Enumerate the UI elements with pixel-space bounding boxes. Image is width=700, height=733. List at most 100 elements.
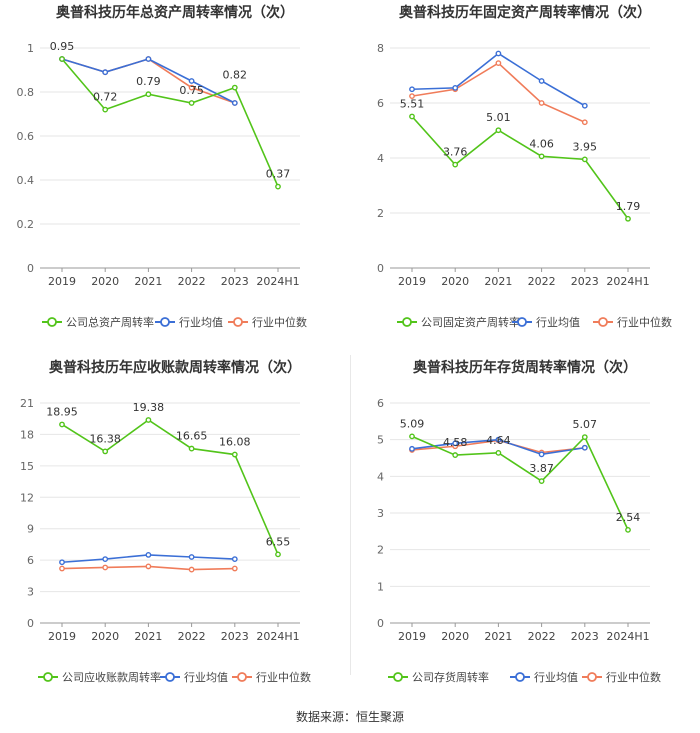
data-label: 0.37: [266, 168, 291, 181]
x-tick-label: 2019: [398, 275, 426, 288]
legend-item-median[interactable]: 行业中位数: [228, 315, 307, 329]
y-tick-label: 1: [377, 580, 384, 593]
data-point-avg: [145, 56, 152, 62]
data-point-company: [231, 451, 238, 458]
x-tick-label: 2024H1: [256, 275, 299, 288]
data-point-avg: [188, 78, 195, 84]
series-line-company: [411, 435, 629, 531]
x-tick-label: 2022: [528, 630, 556, 643]
data-point-median: [145, 563, 152, 570]
y-tick-label: 9: [27, 523, 34, 536]
data-point-avg: [188, 554, 195, 560]
x-tick-label: 2024H1: [606, 275, 649, 288]
y-tick-label: 5: [377, 434, 384, 447]
y-tick-label: 18: [20, 428, 34, 441]
data-label: 3.95: [573, 140, 598, 153]
legend-item-median[interactable]: 行业中位数: [593, 315, 672, 329]
x-tick-label: 2023: [571, 630, 599, 643]
x-tick-label: 2024H1: [606, 630, 649, 643]
data-point-company: [145, 417, 152, 423]
data-label: 2.54: [616, 511, 641, 524]
data-point-company: [495, 127, 502, 134]
data-point-avg: [452, 84, 459, 91]
data-point-avg: [452, 440, 459, 447]
x-tick-label: 2020: [91, 275, 119, 288]
x-tick-label: 2021: [484, 630, 512, 643]
x-tick-label: 2022: [178, 630, 206, 643]
y-tick-label: 6: [27, 554, 34, 567]
legend-item-avg[interactable]: 行业均值: [510, 671, 578, 684]
data-label: 16.38: [89, 432, 121, 445]
y-tick-label: 0.4: [17, 174, 35, 187]
y-tick-label: 12: [20, 491, 34, 504]
data-point-median: [59, 565, 65, 572]
data-point-company: [145, 91, 152, 98]
chart-svg: 奥普科技历年固定资产周转率情况（次） 0 2 4 6 8 2019 2020 2021 2022 2…: [377, 4, 672, 329]
x-tick-label: 2023: [221, 275, 249, 288]
legend-item-company[interactable]: 公司总资产周转率: [42, 315, 154, 329]
data-point-median: [409, 93, 415, 100]
data-label: 16.08: [219, 436, 251, 449]
data-point-company: [409, 433, 415, 440]
data-label: 0.95: [50, 40, 75, 53]
data-point-company: [581, 156, 588, 163]
legend-item-company[interactable]: 公司存货周转率: [388, 670, 489, 684]
x-tick-label: 2021: [134, 275, 162, 288]
chart-title: 奥普科技历年应收账款周转率情况（次）: [49, 359, 301, 376]
data-point-company: [275, 551, 281, 558]
data-point-avg: [102, 69, 109, 76]
data-label: 5.07: [573, 418, 598, 431]
legend-item-company[interactable]: 公司应收账款周转率: [38, 670, 161, 684]
chart-fixed-asset-turnover: 奥普科技历年固定资产周转率情况（次） 0 2 4 6 8 2019 2020 2021 2022 2…: [350, 0, 700, 350]
series-line-company: [61, 58, 279, 187]
legend-item-avg[interactable]: 行业均值: [160, 671, 228, 684]
legend-item-avg[interactable]: 行业均值: [155, 316, 223, 329]
data-point-company: [102, 448, 109, 455]
data-label: 6.55: [266, 535, 291, 548]
y-tick-label: 3: [27, 586, 34, 599]
data-point-avg: [231, 100, 238, 106]
y-tick-label: 0: [27, 262, 34, 275]
data-point-avg: [538, 78, 545, 84]
series-line-company: [411, 115, 629, 220]
chart-title: 奥普科技历年固定资产周转率情况（次）: [399, 4, 651, 21]
data-point-avg: [581, 444, 588, 451]
data-point-median: [495, 60, 502, 67]
legend-item-company[interactable]: 公司固定资产周转率: [397, 315, 520, 329]
data-point-median: [188, 84, 195, 91]
chart-svg: 奥普科技历年存货周转率情况（次） 0 1 2 3 4 5 6 2019 2020 2021 2022 2…: [377, 359, 661, 684]
data-point-company: [625, 526, 631, 533]
data-label: 1.79: [616, 200, 641, 213]
y-tick-label: 15: [20, 460, 34, 473]
legend-label: 行业中位数: [617, 315, 672, 329]
legend-label: 行业中位数: [256, 670, 311, 684]
data-point-company: [452, 161, 459, 168]
legend-item-median[interactable]: 行业中位数: [232, 670, 311, 684]
legend-item-avg[interactable]: 行业均值: [512, 316, 580, 329]
y-tick-label: 4: [377, 152, 384, 165]
data-source: 数据来源：恒生聚源: [295, 710, 404, 724]
data-point-company: [581, 434, 588, 441]
x-tick-label: 2022: [178, 275, 206, 288]
legend-label: 行业均值: [534, 671, 578, 684]
data-label: 18.95: [46, 405, 78, 418]
data-point-company: [188, 445, 195, 452]
x-tick-label: 2023: [221, 630, 249, 643]
series-line-company: [61, 418, 279, 555]
data-label: 3.87: [529, 462, 554, 475]
x-tick-label: 2021: [134, 630, 162, 643]
data-point-company: [452, 452, 459, 458]
x-tick-label: 2019: [48, 630, 76, 643]
chart-title: 奥普科技历年存货周转率情况（次）: [413, 359, 637, 376]
data-label: 4.06: [529, 137, 554, 150]
y-tick-label: 6: [377, 97, 384, 110]
legend-item-median[interactable]: 行业中位数: [582, 670, 661, 684]
data-label: 5.09: [400, 417, 425, 430]
chart-inventory-turnover: 奥普科技历年存货周转率情况（次） 0 1 2 3 4 5 6 2019 2020 2021 2022 2…: [350, 355, 700, 705]
x-tick-label: 2023: [571, 275, 599, 288]
legend-label: 行业均值: [179, 316, 223, 329]
data-label: 5.51: [400, 97, 425, 110]
data-point-avg: [581, 102, 588, 109]
data-label: 19.38: [133, 401, 165, 414]
legend-label: 公司固定资产周转率: [421, 315, 520, 329]
